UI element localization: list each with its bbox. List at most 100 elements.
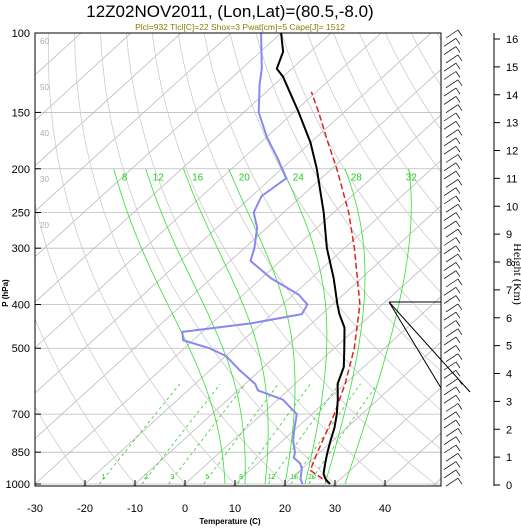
dry-adiabat-label: 40 — [40, 129, 49, 138]
wind-barb-flag — [455, 121, 461, 128]
wind-barb-flag — [455, 444, 461, 452]
wind-barb-flag — [455, 170, 461, 178]
x-tick-label: -10 — [127, 503, 143, 515]
height-tick-label: 6 — [506, 313, 512, 325]
mixing-ratio-label: 8 — [239, 474, 243, 481]
wind-barb-flag — [455, 395, 461, 402]
wind-barb-shaft — [445, 228, 459, 238]
mixing-ratio-lines — [97, 383, 378, 486]
isotherm-line — [35, 68, 441, 440]
dry-adiabat-line — [35, 201, 188, 486]
wind-barb-shaft — [445, 154, 459, 163]
height-axis-label: Height (Km) — [511, 243, 521, 305]
pressure-grid — [35, 33, 441, 485]
isotherm-line — [35, 33, 282, 258]
wind-barb-flag — [455, 419, 461, 427]
dry-adiabat-line — [203, 33, 441, 411]
wind-barb-shaft — [443, 461, 457, 470]
wind-barb-shaft — [443, 436, 457, 445]
mixing-ratio-label: 20 — [308, 474, 316, 481]
wind-barb-flag — [457, 278, 463, 286]
wind-barb-shaft — [445, 303, 459, 313]
wind-barb-shaft — [443, 145, 457, 155]
moist-adiabat-line — [324, 168, 366, 485]
parcel-path — [309, 91, 361, 485]
isotherm-line — [232, 296, 441, 486]
x-tick-label: 30 — [329, 503, 341, 515]
wind-barb-shaft — [443, 38, 457, 47]
moist-adiabat-line — [183, 168, 269, 485]
wind-barb-shaft — [443, 345, 457, 354]
wind-barb-flag — [457, 179, 463, 186]
wind-barb-flag — [457, 229, 463, 236]
isotherm-line — [282, 341, 441, 486]
wind-barb-flag — [457, 253, 463, 261]
p-tick-label: 1000 — [6, 479, 30, 491]
wind-barb-shaft — [443, 96, 457, 105]
background-labels: 812162024283212358121620203040506070-20-… — [40, 37, 418, 481]
wind-barb-shaft — [445, 378, 459, 387]
wind-barb-shaft — [445, 29, 459, 39]
isotherm-line — [35, 33, 132, 121]
plot-frame — [34, 32, 442, 487]
height-tick-label: 5 — [506, 341, 512, 353]
wind-barb-shaft — [443, 212, 457, 221]
wind-barb-flag — [455, 320, 461, 327]
dry-adiabat-line — [307, 33, 441, 254]
p-tick-label: 300 — [12, 243, 30, 255]
dry-adiabat-line — [126, 33, 389, 486]
wind-barb-flag — [455, 386, 461, 394]
p-tick-label: 100 — [12, 28, 30, 40]
x-tick-label: 0 — [182, 503, 188, 515]
wind-barb-shaft — [445, 129, 459, 138]
height-tick-label: 7 — [506, 285, 512, 297]
wind-barb-shaft — [443, 121, 457, 130]
wind-barb-flag — [457, 478, 463, 485]
wind-barbs — [443, 29, 463, 487]
wind-barb-shaft — [445, 428, 459, 437]
wind-barb-shaft — [445, 179, 459, 188]
wind-barb-flag — [457, 129, 463, 136]
wind-barb-shaft — [443, 444, 457, 454]
wind-barb-shaft — [443, 370, 457, 379]
height-tick-label: 14 — [506, 90, 518, 102]
p-tick-label: 200 — [12, 164, 30, 176]
wind-barb-flag — [455, 436, 461, 443]
x-axis-label: Temperature (C) — [199, 517, 261, 526]
p-tick-label: 150 — [12, 107, 30, 119]
wind-barb-shaft — [443, 220, 457, 230]
height-tick-label: 2 — [506, 424, 512, 436]
wind-barb-flag — [455, 87, 461, 95]
dry-adiabats — [35, 33, 441, 486]
wind-barb-flag — [455, 461, 461, 468]
wind-barb-flag — [457, 453, 463, 460]
mixing-ratio-line — [140, 383, 221, 486]
wind-barb-shaft — [443, 46, 457, 55]
wind-barb-flag — [455, 146, 461, 153]
wind-barb-shaft — [445, 403, 459, 412]
wind-barb-flag — [457, 328, 463, 335]
mixing-ratio-label: 16 — [290, 474, 298, 481]
wind-barb-flag — [455, 336, 461, 344]
wind-barb-flag — [457, 428, 463, 435]
moist-adiabat-line — [228, 168, 296, 485]
dry-adiabat-line — [229, 33, 441, 372]
wind-barb-shaft — [443, 170, 457, 180]
wind-barb-shaft — [443, 270, 457, 279]
isotherm-line — [35, 33, 82, 76]
wind-barb-shaft — [443, 295, 457, 304]
wind-barb-flag — [455, 361, 461, 369]
moist-adiabat-label: 12 — [153, 172, 165, 183]
wind-panel-diagonal — [388, 301, 471, 393]
moist-adiabat-label: 16 — [192, 172, 204, 183]
p-tick-label: 400 — [12, 300, 30, 312]
height-tick-label: 1 — [506, 452, 512, 464]
dry-adiabat-label: 50 — [40, 83, 49, 92]
wind-barb-flag — [455, 411, 461, 418]
wind-barb-shaft — [443, 245, 457, 255]
wind-barb-flag — [455, 270, 461, 277]
height-tick-label: 11 — [506, 173, 517, 185]
moist-adiabat-label: 32 — [406, 172, 418, 183]
